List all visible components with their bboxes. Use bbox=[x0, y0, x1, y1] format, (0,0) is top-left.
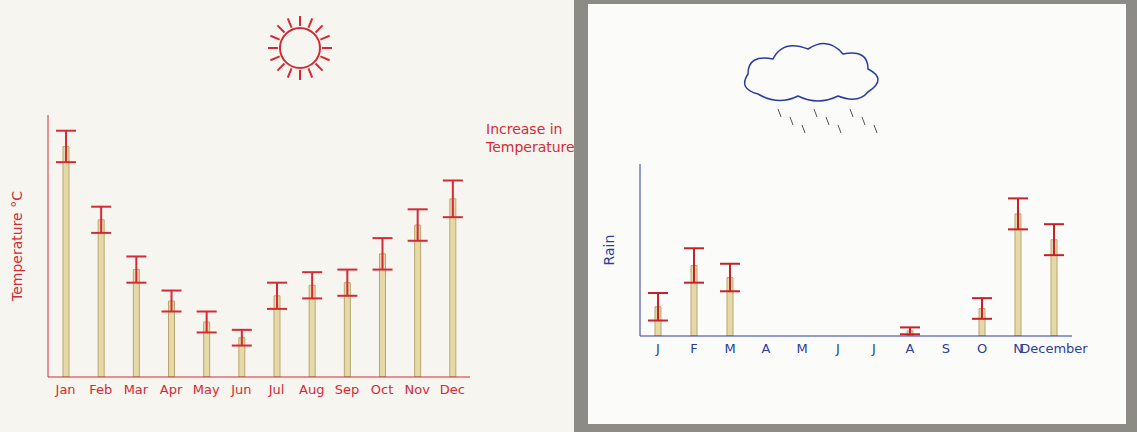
svg-text:O: O bbox=[977, 341, 987, 356]
svg-text:J: J bbox=[871, 341, 876, 356]
svg-text:M: M bbox=[724, 341, 735, 356]
svg-text:Aug: Aug bbox=[299, 382, 324, 397]
svg-text:Sep: Sep bbox=[335, 382, 360, 397]
svg-text:May: May bbox=[193, 382, 220, 397]
svg-text:Oct: Oct bbox=[371, 382, 393, 397]
svg-text:Rain: Rain bbox=[601, 235, 617, 266]
svg-text:S: S bbox=[942, 341, 950, 356]
svg-text:J: J bbox=[835, 341, 840, 356]
svg-text:A: A bbox=[906, 341, 915, 356]
svg-text:M: M bbox=[796, 341, 807, 356]
html-text:Increase in Temperature: Increase in Temperature bbox=[486, 121, 575, 155]
svg-text:Feb: Feb bbox=[89, 382, 112, 397]
svg-text:Apr: Apr bbox=[160, 382, 183, 397]
svg-text:Jul: Jul bbox=[268, 382, 285, 397]
svg-text:Dec: Dec bbox=[440, 382, 465, 397]
svg-text:A: A bbox=[762, 341, 771, 356]
svg-text:J: J bbox=[655, 341, 660, 356]
svg-text:Temperature °C: Temperature °C bbox=[9, 191, 25, 302]
svg-text:Nov: Nov bbox=[405, 382, 431, 397]
svg-text:Jan: Jan bbox=[55, 382, 76, 397]
svg-text:Mar: Mar bbox=[124, 382, 149, 397]
svg-text:N: N bbox=[1013, 341, 1023, 357]
svg-text:Jun: Jun bbox=[230, 382, 251, 397]
svg-text:December: December bbox=[1020, 341, 1088, 356]
svg-text:F: F bbox=[690, 341, 697, 356]
